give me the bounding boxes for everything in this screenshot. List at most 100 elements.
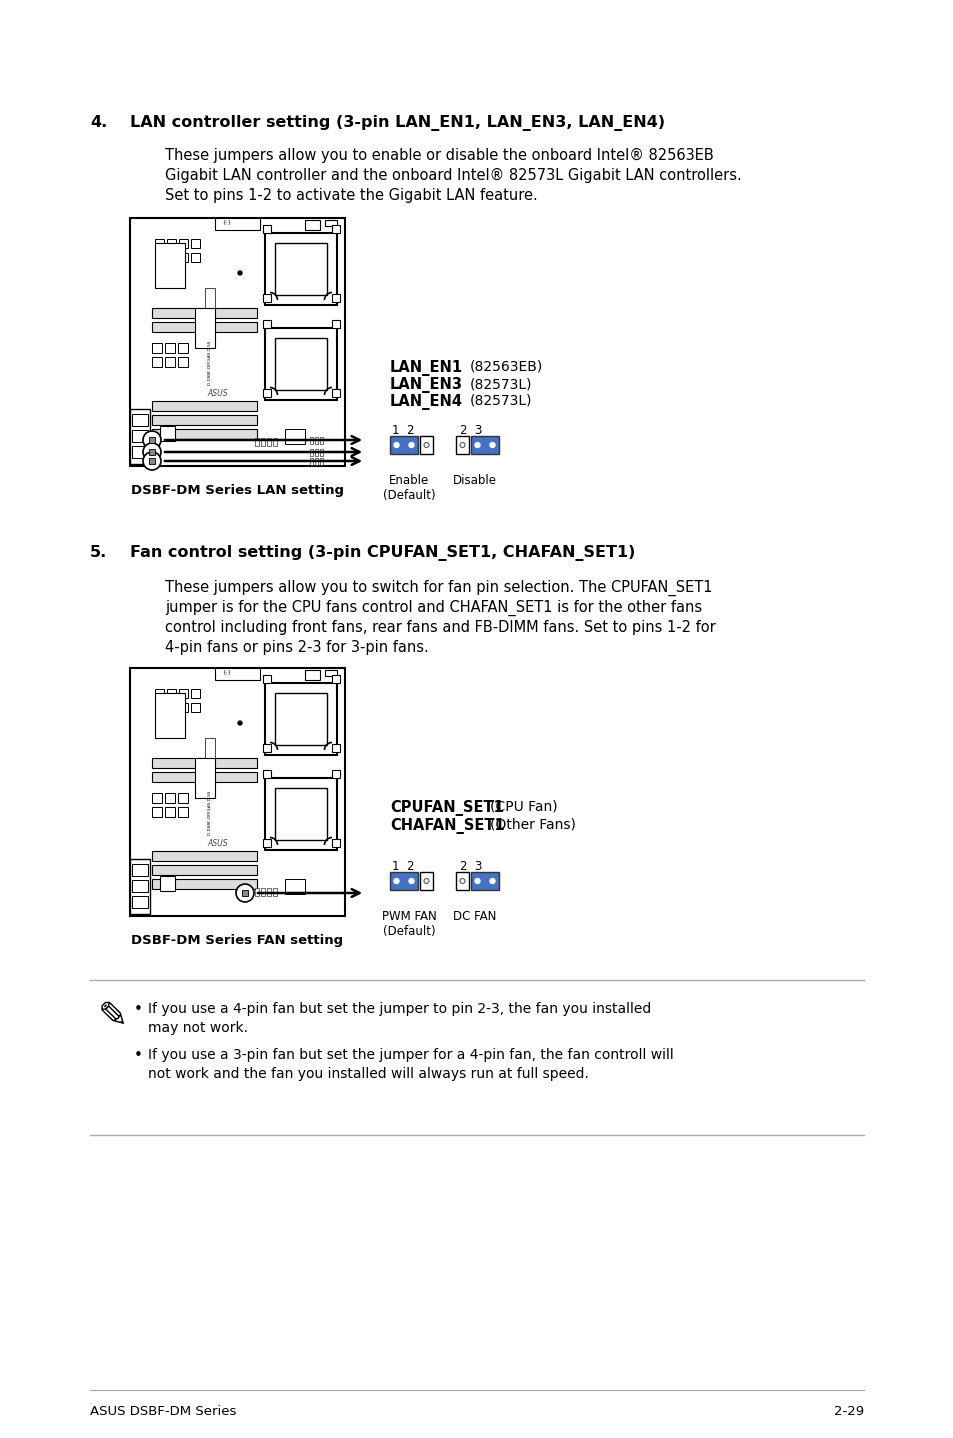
Text: 4-pin fans or pins 2-3 for 3-pin fans.: 4-pin fans or pins 2-3 for 3-pin fans. [165, 640, 428, 654]
Bar [205, 738, 214, 788]
Bar [274, 788, 327, 840]
Text: may not work.: may not work. [148, 1021, 248, 1035]
Text: 2-29: 2-29 [833, 1405, 863, 1418]
Bar [390, 871, 417, 890]
Bar [154, 693, 185, 738]
Bar [152, 416, 256, 426]
Bar [149, 449, 154, 454]
Bar [263, 769, 271, 778]
Circle shape [237, 270, 242, 275]
Bar [471, 436, 498, 454]
Text: Disable: Disable [453, 475, 497, 487]
Bar [273, 439, 276, 446]
Bar [305, 220, 319, 230]
Text: If you use a 3-pin fan but set the jumper for a 4-pin fan, the fan controll will: If you use a 3-pin fan but set the jumpe… [148, 1048, 673, 1063]
Bar [332, 769, 339, 778]
Bar [132, 430, 148, 441]
Bar [332, 390, 339, 397]
Bar [179, 239, 188, 247]
Bar [132, 446, 148, 457]
Text: These jumpers allow you to enable or disable the onboard Intel® 82563EB: These jumpers allow you to enable or dis… [165, 148, 713, 162]
Bar [310, 457, 313, 464]
Text: These jumpers allow you to switch for fan pin selection. The CPUFAN_SET1: These jumpers allow you to switch for fa… [165, 580, 712, 597]
Bar [319, 457, 323, 464]
Text: LAN_EN3: LAN_EN3 [390, 377, 462, 393]
Bar [319, 449, 323, 456]
Bar [152, 758, 256, 768]
Bar [165, 807, 174, 817]
Bar [471, 871, 498, 890]
Text: (82573L): (82573L) [470, 377, 532, 391]
Text: (CPU Fan): (CPU Fan) [490, 800, 558, 814]
Text: not work and the fan you installed will always run at full speed.: not work and the fan you installed will … [148, 1067, 588, 1081]
Text: 5.: 5. [90, 545, 107, 559]
Bar [456, 436, 469, 454]
Bar [160, 876, 174, 892]
Text: Set to pins 1-2 to activate the Gigabit LAN feature.: Set to pins 1-2 to activate the Gigabit … [165, 188, 537, 203]
Bar [456, 871, 469, 890]
Bar [254, 889, 258, 896]
Bar [154, 243, 185, 288]
Circle shape [490, 443, 495, 447]
Bar [130, 408, 150, 464]
Bar [274, 338, 327, 390]
Circle shape [409, 443, 414, 447]
Bar [152, 401, 256, 411]
Text: {-}: {-} [222, 669, 231, 674]
Bar [332, 224, 339, 233]
Bar [152, 879, 256, 889]
Circle shape [394, 879, 398, 883]
Text: 2  3: 2 3 [459, 424, 482, 437]
Bar [214, 669, 260, 680]
Bar [178, 344, 188, 352]
Bar [265, 683, 336, 755]
Bar [178, 357, 188, 367]
Circle shape [237, 720, 242, 725]
Bar [263, 838, 271, 847]
Text: (82573L): (82573L) [470, 394, 532, 408]
Bar [130, 219, 345, 466]
Bar [265, 778, 336, 850]
Bar [273, 889, 276, 896]
Circle shape [409, 879, 414, 883]
Bar [154, 253, 164, 262]
Bar [152, 344, 162, 352]
Bar [179, 253, 188, 262]
Text: ASUS: ASUS [207, 838, 228, 848]
Bar [305, 670, 319, 680]
Bar [267, 439, 271, 446]
Circle shape [475, 879, 479, 883]
Bar [179, 689, 188, 697]
Circle shape [423, 443, 429, 447]
Text: PWM FAN
(Default): PWM FAN (Default) [381, 910, 436, 938]
Bar [325, 220, 336, 226]
Bar [265, 328, 336, 400]
Bar [194, 758, 214, 798]
Bar [132, 414, 148, 426]
Text: •: • [133, 1002, 143, 1017]
Text: ASUS: ASUS [207, 390, 228, 398]
Bar [263, 743, 271, 752]
Bar [310, 449, 313, 456]
Circle shape [490, 879, 495, 883]
Bar [149, 457, 154, 464]
Text: D-DSBF-DM SAS D-SS: D-DSBF-DM SAS D-SS [208, 341, 212, 385]
Text: CHAFAN_SET1: CHAFAN_SET1 [390, 818, 504, 834]
Text: (Other Fans): (Other Fans) [490, 818, 576, 833]
Text: jumper is for the CPU fans control and CHAFAN_SET1 is for the other fans: jumper is for the CPU fans control and C… [165, 600, 701, 617]
Bar [332, 838, 339, 847]
Bar [152, 357, 162, 367]
Bar [285, 879, 305, 894]
Bar [263, 321, 271, 328]
Bar [194, 308, 214, 348]
Text: 2  3: 2 3 [459, 860, 482, 873]
Bar [154, 239, 164, 247]
Bar [325, 670, 336, 676]
Bar [419, 436, 433, 454]
Bar [314, 437, 317, 444]
Text: 1  2: 1 2 [392, 860, 414, 873]
Bar [261, 889, 265, 896]
Text: LAN_EN4: LAN_EN4 [390, 394, 462, 410]
Bar [154, 689, 164, 697]
Circle shape [459, 879, 464, 883]
